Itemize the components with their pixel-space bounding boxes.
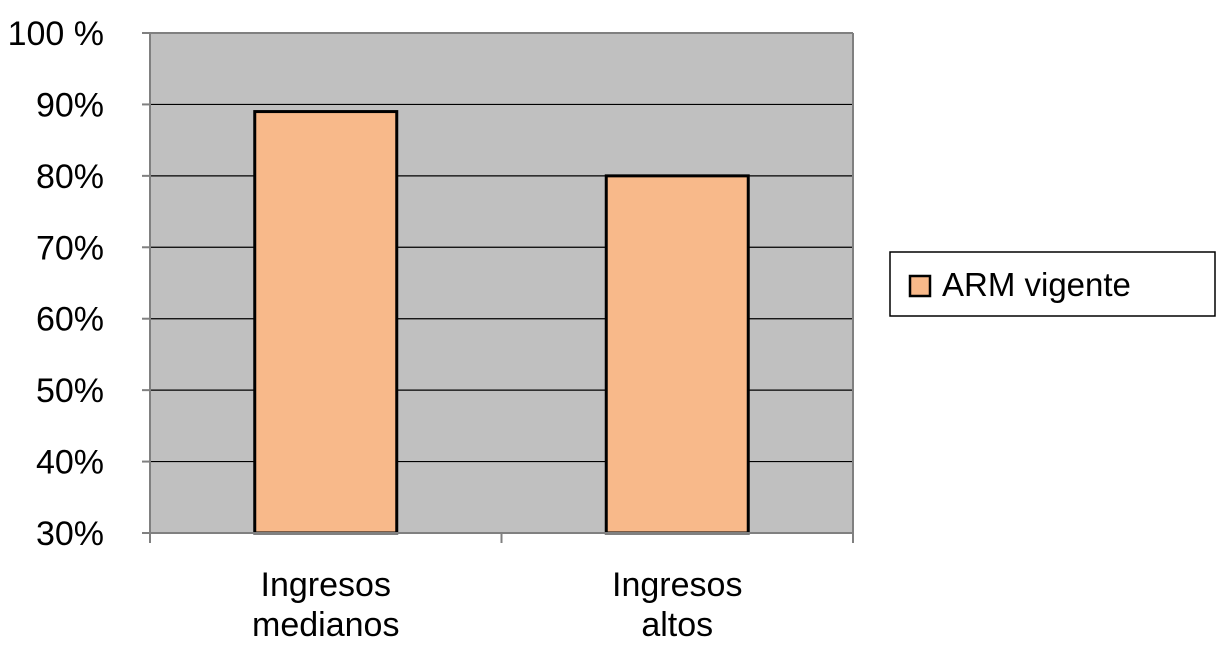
y-axis-ticks: 30% 40% 50% 60% 70% 80% 90% 100 % [8, 15, 150, 553]
y-tick-label: 50% [36, 372, 104, 410]
legend-swatch [908, 274, 932, 298]
bar [253, 110, 399, 535]
y-tick-label: 80% [36, 158, 104, 196]
legend: ARM vigente [889, 251, 1216, 317]
y-tick-label: 90% [36, 86, 104, 124]
y-tick-label: 40% [36, 444, 104, 482]
y-tick-label: 30% [36, 515, 104, 553]
y-tick-label: 60% [36, 301, 104, 339]
bars [253, 110, 750, 535]
bar [604, 174, 750, 535]
legend-box [889, 251, 1216, 317]
x-tick-label: Ingresos medianos [252, 566, 399, 641]
y-tick-label: 70% [36, 229, 104, 267]
legend-label: ARM vigente [942, 266, 1131, 303]
x-axis-ticks: Ingresos medianos Ingresos altos [149, 533, 854, 644]
x-tick-label: Ingresos altos [612, 566, 742, 641]
y-tick-label: 100 % [8, 15, 104, 53]
